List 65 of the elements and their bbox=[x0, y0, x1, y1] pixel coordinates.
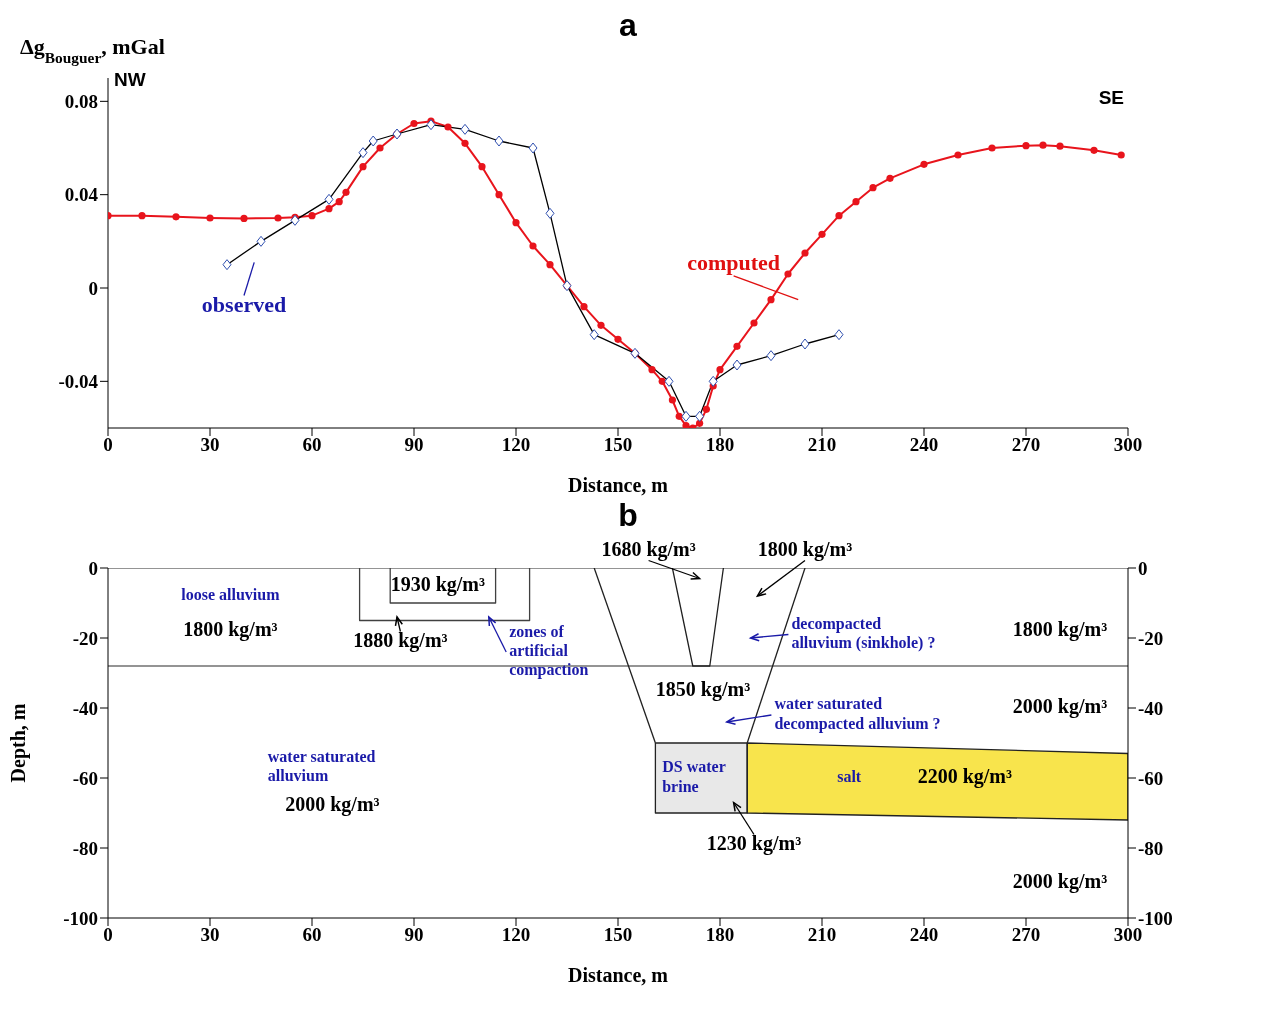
annotation: salt bbox=[837, 767, 862, 785]
x-tick-label: 240 bbox=[909, 434, 939, 456]
x-tick-label: 270 bbox=[1011, 924, 1041, 946]
y-tick-label: -40 bbox=[72, 697, 98, 719]
y-tick-label: -100 bbox=[63, 907, 98, 929]
y-tick-label: -0.04 bbox=[58, 371, 99, 393]
annotation: 2000 kg/m³ bbox=[285, 792, 380, 816]
x-tick-label: 180 bbox=[705, 434, 735, 456]
annotation: 2000 kg/m³ bbox=[1012, 869, 1108, 893]
annotation: 1850 kg/m³ bbox=[655, 677, 751, 701]
chart-title: a bbox=[619, 7, 638, 43]
annotation: 1930 kg/m³ bbox=[390, 572, 485, 596]
annotation: computed bbox=[687, 249, 781, 275]
x-tick-label: 240 bbox=[909, 924, 939, 946]
x-tick-label: 270 bbox=[1011, 434, 1041, 456]
annotation: water saturated decompacted alluvium ? bbox=[774, 695, 941, 733]
y-tick-label: 0.08 bbox=[64, 91, 98, 113]
y2-tick-label: -20 bbox=[1138, 627, 1164, 649]
annotation: loose alluvium bbox=[181, 585, 281, 603]
annotation: SE bbox=[1098, 87, 1124, 108]
annotation: 2200 kg/m³ bbox=[917, 764, 1012, 788]
x-tick-label: 30 bbox=[200, 924, 220, 946]
annotation: NW bbox=[114, 69, 146, 90]
y-tick-label: 0 bbox=[88, 277, 98, 299]
y2-tick-label: -80 bbox=[1138, 837, 1164, 859]
x-axis-title: Distance, m bbox=[568, 474, 669, 496]
x-tick-label: 60 bbox=[302, 924, 322, 946]
y-tick-label: -80 bbox=[72, 837, 98, 859]
annotation: 1800 kg/m³ bbox=[183, 617, 278, 641]
annotation: 2000 kg/m³ bbox=[1012, 694, 1108, 718]
text: 1800 kg/m³ bbox=[757, 537, 853, 561]
text: 1680 kg/m³ bbox=[601, 537, 696, 561]
y2-tick-label: -40 bbox=[1138, 697, 1164, 719]
x-axis-title: Distance, m bbox=[568, 964, 669, 986]
annotation: observed bbox=[201, 291, 287, 317]
annotation: 1880 kg/m³ bbox=[353, 628, 448, 652]
x-tick-label: 120 bbox=[501, 434, 531, 456]
y-axis-title: Depth, m bbox=[7, 703, 31, 783]
y2-tick-label: -60 bbox=[1138, 767, 1164, 789]
annotation: zones of artificial compaction bbox=[509, 622, 589, 679]
x-tick-label: 60 bbox=[302, 434, 322, 456]
y-tick-label: -20 bbox=[72, 627, 98, 649]
y-tick-label: -60 bbox=[72, 767, 98, 789]
x-tick-label: 300 bbox=[1113, 434, 1143, 456]
annotation: DS water brine bbox=[662, 758, 726, 795]
annotation: 1230 kg/m³ bbox=[706, 831, 802, 855]
x-tick-label: 150 bbox=[603, 924, 633, 946]
x-tick-label: 210 bbox=[807, 924, 837, 946]
x-tick-label: 120 bbox=[501, 924, 531, 946]
annotation: 1800 kg/m³ bbox=[1012, 617, 1108, 641]
y-axis-title: Δg$_{Bouguer}$, mGal bbox=[20, 34, 165, 66]
x-tick-label: 0 bbox=[103, 434, 113, 456]
x-tick-label: 90 bbox=[404, 434, 424, 456]
x-tick-label: 150 bbox=[603, 434, 633, 456]
x-tick-label: 180 bbox=[705, 924, 735, 946]
x-tick-label: 0 bbox=[103, 924, 113, 946]
x-tick-label: 90 bbox=[404, 924, 424, 946]
chart-title: b bbox=[618, 497, 638, 533]
x-tick-label: 210 bbox=[807, 434, 837, 456]
annotation: water saturated alluvium bbox=[267, 747, 376, 784]
y2-tick-label: 0 bbox=[1138, 557, 1148, 579]
x-tick-label: 30 bbox=[200, 434, 220, 456]
y-tick-label: 0 bbox=[88, 557, 98, 579]
y-tick-label: 0.04 bbox=[64, 184, 99, 206]
annotation: decompacted alluvium (sinkhole) ? bbox=[791, 614, 936, 652]
